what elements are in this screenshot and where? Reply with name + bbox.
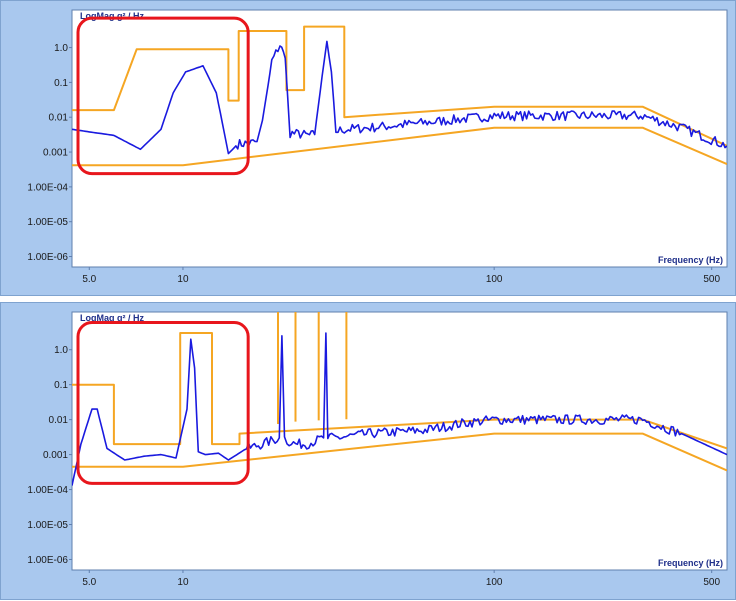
x-tick-label: 500: [703, 274, 720, 285]
chart-panel-bottom: LogMag g² / Hz Frequency (Hz) 1.0 0.1 0.01 0.…: [0, 302, 736, 600]
y-tick-label: 1.00E-04: [27, 485, 68, 496]
y-tick-label: 1.00E-05: [27, 217, 68, 228]
x-tick-label: 10: [177, 577, 189, 588]
y-axis-title: LogMag g² / Hz: [80, 313, 144, 323]
lower-limit-line: [72, 126, 727, 167]
highlight-box: [76, 16, 250, 176]
chart-bottom: LogMag g² / Hz Frequency (Hz) 1.0 0.1 0.01 0.…: [27, 311, 728, 588]
x-tick-label: 100: [486, 274, 503, 285]
upper-limit-line: [317, 312, 348, 421]
response-line: [72, 40, 727, 155]
series-group: [72, 25, 727, 167]
x-tick-label: 100: [486, 577, 503, 588]
series-group: [72, 312, 727, 486]
y-tick-label: 1.00E-05: [27, 520, 68, 531]
y-tick-label: 1.0: [54, 345, 68, 356]
x-axis-title: Frequency (Hz): [658, 558, 723, 568]
y-axis-title: LogMag g² / Hz: [80, 11, 144, 21]
y-tick-label: 0.01: [49, 113, 69, 124]
y-tick-label: 1.00E-06: [27, 252, 68, 263]
y-tick-label: 0.1: [54, 380, 68, 391]
response-line: [72, 332, 727, 486]
y-tick-label: 0.01: [49, 415, 69, 426]
lower-limit-line: [72, 432, 727, 472]
upper-limit-line: [277, 312, 297, 424]
x-axis-title: Frequency (Hz): [658, 255, 723, 265]
chart-top: LogMag g² / Hz Frequency (Hz) 1.0 0.1 0.01 0.…: [27, 9, 728, 285]
chart-panel-top: LogMag g² / Hz Frequency (Hz) 1.0 0.1 0.01 0.…: [0, 0, 736, 296]
y-tick-label: 0.001: [43, 148, 68, 159]
y-tick-label: 1.0: [54, 43, 68, 54]
y-tick-label: 0.1: [54, 78, 68, 89]
x-tick-label: 500: [703, 577, 720, 588]
y-tick-label: 1.00E-04: [27, 182, 68, 193]
upper-limit-line: [72, 25, 727, 147]
x-tick-label: 5.0: [82, 577, 96, 588]
y-tick-label: 1.00E-06: [27, 555, 68, 566]
x-tick-label: 5.0: [82, 274, 96, 285]
y-tick-label: 0.001: [43, 450, 68, 461]
highlight-box: [76, 321, 250, 485]
x-tick-label: 10: [177, 274, 189, 285]
plot-area: [71, 311, 728, 571]
